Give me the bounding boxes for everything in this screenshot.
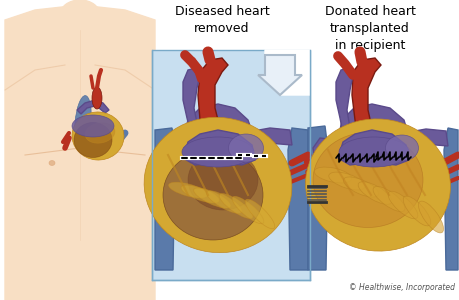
Polygon shape — [312, 138, 339, 160]
Ellipse shape — [372, 187, 404, 211]
Ellipse shape — [305, 119, 449, 251]
Ellipse shape — [328, 172, 364, 190]
Ellipse shape — [403, 196, 430, 226]
Polygon shape — [257, 55, 302, 95]
Ellipse shape — [60, 0, 100, 30]
Ellipse shape — [313, 167, 351, 183]
Polygon shape — [443, 128, 457, 270]
Ellipse shape — [144, 117, 291, 253]
Ellipse shape — [72, 112, 124, 160]
Polygon shape — [403, 129, 447, 146]
Polygon shape — [337, 130, 408, 165]
Polygon shape — [183, 130, 254, 165]
Text: Donated heart
transplanted
in recipient: Donated heart transplanted in recipient — [324, 5, 414, 52]
Polygon shape — [335, 68, 352, 138]
Ellipse shape — [219, 194, 252, 218]
Ellipse shape — [343, 177, 378, 197]
Polygon shape — [308, 126, 327, 270]
Ellipse shape — [312, 133, 422, 227]
Polygon shape — [183, 104, 254, 145]
Polygon shape — [155, 128, 174, 270]
Polygon shape — [337, 104, 409, 146]
Ellipse shape — [162, 150, 263, 240]
Polygon shape — [257, 50, 309, 95]
Polygon shape — [247, 128, 291, 145]
Polygon shape — [77, 100, 109, 114]
Ellipse shape — [182, 137, 253, 167]
Ellipse shape — [338, 137, 408, 167]
Ellipse shape — [245, 199, 274, 229]
Ellipse shape — [181, 185, 218, 203]
Polygon shape — [351, 58, 380, 145]
Ellipse shape — [85, 123, 115, 143]
Text: © Healthwise, Incorporated: © Healthwise, Incorporated — [348, 283, 454, 292]
Polygon shape — [151, 50, 309, 280]
Polygon shape — [183, 68, 200, 138]
Ellipse shape — [188, 150, 257, 210]
Ellipse shape — [228, 134, 263, 162]
Polygon shape — [157, 138, 185, 160]
Ellipse shape — [418, 201, 442, 233]
Ellipse shape — [168, 182, 207, 198]
Ellipse shape — [92, 87, 102, 109]
Ellipse shape — [193, 188, 230, 208]
Ellipse shape — [206, 191, 241, 213]
Ellipse shape — [385, 135, 418, 161]
Ellipse shape — [72, 115, 114, 137]
Ellipse shape — [74, 96, 91, 150]
Ellipse shape — [74, 122, 112, 158]
Polygon shape — [197, 58, 228, 145]
Polygon shape — [5, 5, 155, 300]
Ellipse shape — [49, 160, 55, 166]
Ellipse shape — [232, 196, 263, 224]
Text: Diseased heart
removed: Diseased heart removed — [174, 5, 269, 35]
Ellipse shape — [387, 191, 417, 219]
Ellipse shape — [358, 182, 391, 204]
Polygon shape — [287, 128, 308, 270]
